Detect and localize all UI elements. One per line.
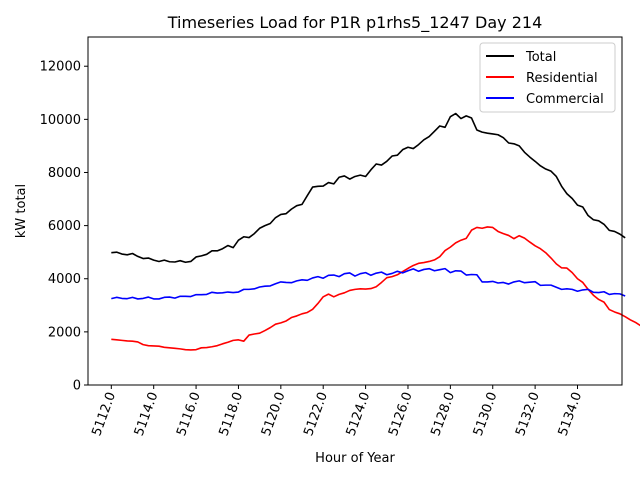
legend-label-total: Total bbox=[525, 50, 556, 65]
x-tick-label: 5116.0 bbox=[174, 390, 204, 438]
series-line-commercial bbox=[111, 267, 626, 300]
x-tick-label: 5124.0 bbox=[344, 390, 374, 438]
x-tick-label: 5132.0 bbox=[513, 390, 543, 438]
chart-title: Timeseries Load for P1R p1rhs5_1247 Day … bbox=[167, 13, 543, 33]
legend-box bbox=[479, 42, 616, 113]
y-tick-label: 6000 bbox=[48, 219, 81, 234]
legend-label-residential: Residential bbox=[526, 71, 598, 86]
y-tick-label: 12000 bbox=[40, 60, 81, 75]
y-axis-label: kW total bbox=[14, 184, 29, 238]
series-line-residential bbox=[111, 226, 640, 351]
x-tick-label: 5120.0 bbox=[259, 390, 289, 438]
x-axis-label: Hour of Year bbox=[315, 451, 395, 466]
x-tick-label: 5134.0 bbox=[556, 390, 586, 438]
x-axis: 5112.0 5114.0 5116.0 5118.0 5120.0 5122.0 5124… bbox=[89, 385, 585, 438]
legend: Total Residential Commercial bbox=[479, 42, 616, 113]
plot-frame bbox=[87, 36, 623, 386]
x-tick-label: 5128.0 bbox=[428, 390, 458, 438]
x-tick-label: 5122.0 bbox=[301, 390, 331, 438]
y-tick-label: 2000 bbox=[48, 325, 81, 340]
series-layer bbox=[111, 112, 640, 351]
legend-label-commercial: Commercial bbox=[526, 92, 604, 107]
x-tick-label: 5114.0 bbox=[132, 390, 162, 438]
series-line-total bbox=[111, 112, 626, 264]
x-tick-label: 5112.0 bbox=[89, 390, 119, 438]
y-tick-label: 0 bbox=[73, 379, 81, 394]
x-tick-label: 5130.0 bbox=[471, 390, 501, 438]
x-tick-label: 5126.0 bbox=[386, 390, 416, 438]
x-tick-label: 5118.0 bbox=[217, 390, 247, 438]
y-tick-label: 4000 bbox=[48, 272, 81, 287]
y-tick-label: 8000 bbox=[48, 166, 81, 181]
y-tick-label: 10000 bbox=[40, 113, 81, 128]
y-axis: 0 2000 4000 6000 8000 10000 12000 bbox=[40, 60, 88, 394]
